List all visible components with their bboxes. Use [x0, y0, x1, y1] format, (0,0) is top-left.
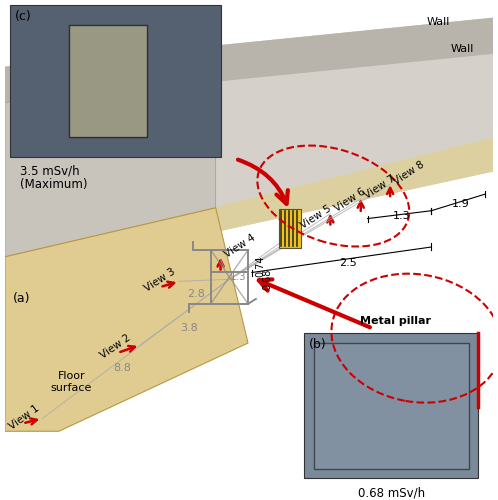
Text: View 3: View 3	[142, 267, 177, 294]
Text: (c): (c)	[15, 10, 31, 23]
Text: Floor
surface: Floor surface	[51, 372, 92, 393]
Text: 3.5 mSv/h: 3.5 mSv/h	[19, 164, 79, 177]
Polygon shape	[5, 59, 216, 257]
Text: 3.8: 3.8	[180, 324, 198, 334]
Text: 2.8: 2.8	[187, 289, 205, 299]
Text: Wall: Wall	[426, 16, 450, 26]
FancyBboxPatch shape	[314, 343, 469, 468]
Text: View 7: View 7	[363, 174, 397, 201]
Text: (a): (a)	[13, 292, 30, 305]
FancyBboxPatch shape	[69, 24, 147, 137]
Text: (b): (b)	[309, 338, 326, 351]
Text: 0.68 mSv/h: 0.68 mSv/h	[358, 486, 425, 499]
Text: Wall: Wall	[451, 44, 474, 54]
Text: Metal pillar: Metal pillar	[360, 316, 431, 326]
Text: View 8: View 8	[392, 159, 427, 186]
Text: View 6: View 6	[332, 186, 367, 214]
Text: 0.68: 0.68	[263, 268, 273, 290]
Polygon shape	[5, 18, 493, 284]
Text: 1.9: 1.9	[452, 199, 470, 209]
Text: View 4: View 4	[223, 232, 257, 260]
Text: 1.3: 1.3	[230, 272, 247, 282]
Text: 2.5: 2.5	[339, 258, 357, 268]
Text: View 2: View 2	[98, 332, 132, 360]
FancyBboxPatch shape	[304, 334, 479, 478]
Polygon shape	[5, 18, 493, 103]
Text: 8.8: 8.8	[114, 362, 131, 372]
Text: View 1: View 1	[7, 403, 41, 432]
FancyBboxPatch shape	[10, 5, 221, 157]
Text: (Maximum): (Maximum)	[19, 178, 87, 192]
Text: View 5: View 5	[299, 203, 334, 230]
Text: 1.3: 1.3	[393, 210, 411, 220]
Text: 0.74: 0.74	[255, 256, 265, 278]
Polygon shape	[5, 208, 248, 432]
Polygon shape	[201, 137, 493, 235]
FancyBboxPatch shape	[279, 209, 301, 248]
